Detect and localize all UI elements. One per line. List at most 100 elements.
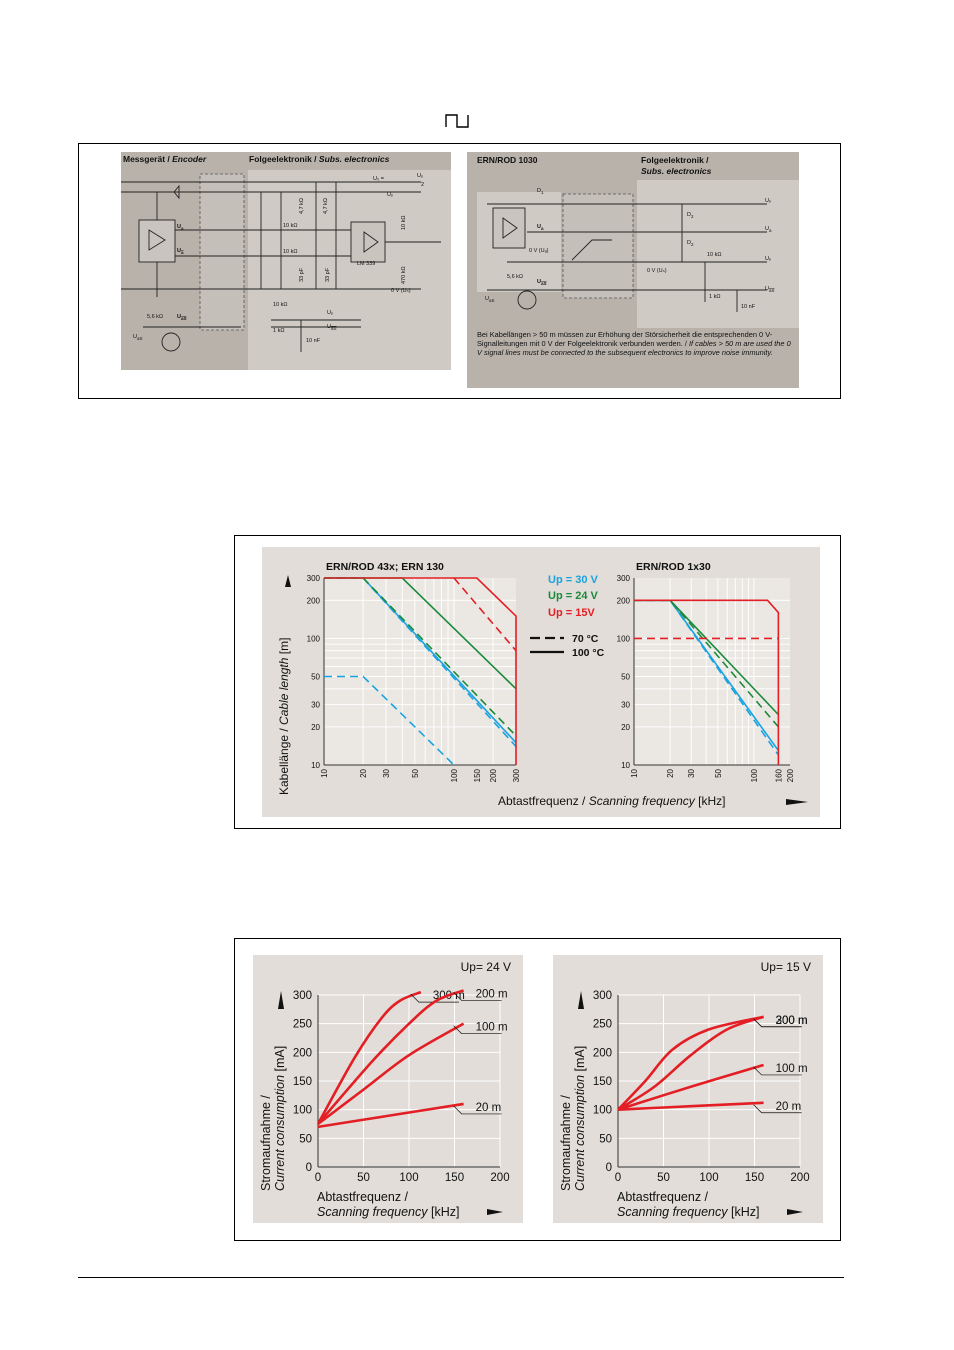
current-24v-ytick-label: 50 bbox=[299, 1133, 312, 1145]
legend-up24: Up = 24 V bbox=[548, 590, 598, 602]
ern43x-xtick-label: 150 bbox=[473, 768, 482, 782]
right-ua-label: U bbox=[537, 224, 541, 230]
current-24v-ytick-label: 100 bbox=[293, 1105, 312, 1117]
current-24v-x-axis-title-de: Abtastfrequenz / bbox=[317, 1190, 409, 1204]
svg-text:Ua: Ua bbox=[537, 224, 544, 231]
u0-frac-den: 2 bbox=[421, 182, 424, 188]
legend-70c: 70 °C bbox=[572, 633, 599, 645]
current-15v-series-line bbox=[617, 1015, 764, 1111]
current-15v-series-label: 20 m bbox=[776, 1101, 802, 1113]
current-15v-ytick-label: 150 bbox=[593, 1076, 612, 1088]
current-15v-xtick-label: 100 bbox=[699, 1172, 718, 1184]
svg-text:UaS: UaS bbox=[327, 324, 337, 331]
current-24v-y-axis-title-en: Current consumption [mA] bbox=[273, 1046, 287, 1191]
lm339-label: LM 339 bbox=[357, 261, 375, 267]
zero-v-n-label: 0 V (Uₙ) bbox=[647, 268, 667, 274]
r-10k-d: 10 kΩ bbox=[273, 302, 288, 308]
current-15v-ytick-label: 50 bbox=[599, 1133, 612, 1145]
cable-length-chart: 10 20 30 50 100 200 300 10 20 30 50 100 150 200 300 ERN… bbox=[262, 547, 820, 817]
svg-text:UaS: UaS bbox=[765, 286, 775, 293]
ern43x-xtick-label: 300 bbox=[512, 768, 521, 782]
ern1x30-title: ERN/ROD 1x30 bbox=[636, 561, 711, 573]
ern43x-xtick-label: 30 bbox=[382, 768, 391, 777]
current-24v-series-line bbox=[317, 1102, 464, 1129]
current-24v-ytick-label: 300 bbox=[293, 990, 312, 1002]
svg-text:UaS: UaS bbox=[177, 314, 187, 321]
current-15v-xtick-label: 150 bbox=[745, 1172, 764, 1184]
right-ua-out-label: U bbox=[765, 226, 769, 232]
ern43x-xtick-label: 20 bbox=[359, 768, 368, 777]
zero-v-label: 0 V (Uₙ) bbox=[391, 288, 411, 294]
cable-y-axis-title: Kabellänge / Cable length [m] bbox=[277, 638, 291, 795]
x-axis-arrow-icon bbox=[787, 1209, 803, 1215]
ern1x30-xtick-label: 100 bbox=[750, 768, 759, 782]
svg-text:D2: D2 bbox=[687, 240, 694, 247]
ern43x-xtick-label: 10 bbox=[320, 768, 329, 777]
ern1x30-xtick-label: 20 bbox=[666, 768, 675, 777]
current-15v-ytick-label: 0 bbox=[606, 1162, 612, 1174]
current-15v-ytick-label: 300 bbox=[593, 990, 612, 1002]
ern1x30-xtick-label: 160 bbox=[774, 768, 783, 782]
r-10k-c: 10 kΩ bbox=[401, 215, 407, 230]
r-1k: 1 kΩ bbox=[273, 328, 284, 334]
current-chart-frame bbox=[234, 938, 841, 1241]
current-24v-series-label: 200 m bbox=[476, 988, 508, 1000]
svg-text:Ua: Ua bbox=[177, 224, 184, 231]
current-15v-xtick-label: 50 bbox=[657, 1172, 670, 1184]
svg-text:D1: D1 bbox=[537, 188, 544, 195]
ern43x-plot-area bbox=[324, 578, 516, 765]
c-33pf-b: 33 pF bbox=[325, 267, 331, 282]
circuit-frame bbox=[78, 143, 841, 399]
square-wave-icon bbox=[445, 114, 469, 128]
ern1x30-xtick-label: 10 bbox=[630, 768, 639, 777]
current-15v-label-leader bbox=[753, 1066, 802, 1076]
current-24v-label-leader bbox=[453, 992, 502, 1001]
ua-label: U bbox=[177, 224, 181, 230]
right-up2-label: Uₚ bbox=[765, 256, 772, 262]
current-15v-ytick-label: 250 bbox=[593, 1019, 612, 1031]
up-label: Uₚ bbox=[387, 192, 394, 198]
current-24v-series-line bbox=[316, 990, 422, 1125]
svg-text:D2: D2 bbox=[687, 212, 694, 219]
ern-rod-1030-title: ERN/ROD 1030 bbox=[477, 155, 538, 165]
r-10k-a: 10 kΩ bbox=[283, 223, 298, 229]
current-15v-ytick-label: 100 bbox=[593, 1105, 612, 1117]
ern1x30-series-line bbox=[634, 599, 780, 756]
cable-x-axis-title: Abtastfrequenz / Scanning frequency [kHz… bbox=[498, 794, 725, 808]
current-15v-title: Up= 15 V bbox=[761, 960, 811, 974]
ern1x30-ytick-label: 300 bbox=[617, 574, 631, 583]
current-24v-x-axis-title-en: Scanning frequency [kHz] bbox=[317, 1205, 459, 1219]
y-axis-arrow-icon bbox=[278, 991, 284, 1009]
current-15v-label-leader bbox=[753, 1104, 802, 1114]
right-r-1k: 1 kΩ bbox=[709, 294, 720, 300]
encoder-circuit-diagram: Messgerät / Encoder Folgeelektronik / Su… bbox=[121, 152, 451, 370]
ern1x30-ytick-label: 200 bbox=[617, 596, 631, 605]
current-24v-ytick-label: 0 bbox=[306, 1162, 312, 1174]
d1-label: D bbox=[537, 188, 541, 194]
ern43x-ytick-label: 20 bbox=[311, 723, 320, 732]
current-24v-xtick-label: 200 bbox=[490, 1172, 509, 1184]
x-axis-arrow-icon bbox=[487, 1209, 503, 1215]
current-15v-series-label: 100 m bbox=[776, 1063, 808, 1075]
r-470k: 470 kΩ bbox=[401, 266, 407, 284]
zero-v-a-label: 0 V (Uₐ) bbox=[529, 248, 549, 254]
ern43x-series-line bbox=[453, 577, 517, 652]
ern43x-series-line bbox=[324, 675, 455, 766]
footer-rule bbox=[78, 1277, 844, 1278]
current-15v-x-axis-title-de: Abtastfrequenz / bbox=[617, 1190, 709, 1204]
current-15v-series-line bbox=[617, 1015, 765, 1111]
ern43x-xtick-label: 200 bbox=[489, 768, 498, 782]
current-24v-ytick-label: 250 bbox=[293, 1019, 312, 1031]
current-24v-label-leader bbox=[410, 993, 459, 1003]
right-r-5k6: 5,6 kΩ bbox=[507, 274, 523, 280]
uas-label: U bbox=[133, 334, 137, 340]
ern43x-ytick-label: 10 bbox=[311, 761, 320, 770]
uas-out-label: U bbox=[327, 324, 331, 330]
right-up-label: Uₚ bbox=[765, 198, 772, 204]
current-24v-xtick-label: 50 bbox=[357, 1172, 370, 1184]
current-15v-x-axis-title-en: Scanning frequency [kHz] bbox=[617, 1205, 759, 1219]
